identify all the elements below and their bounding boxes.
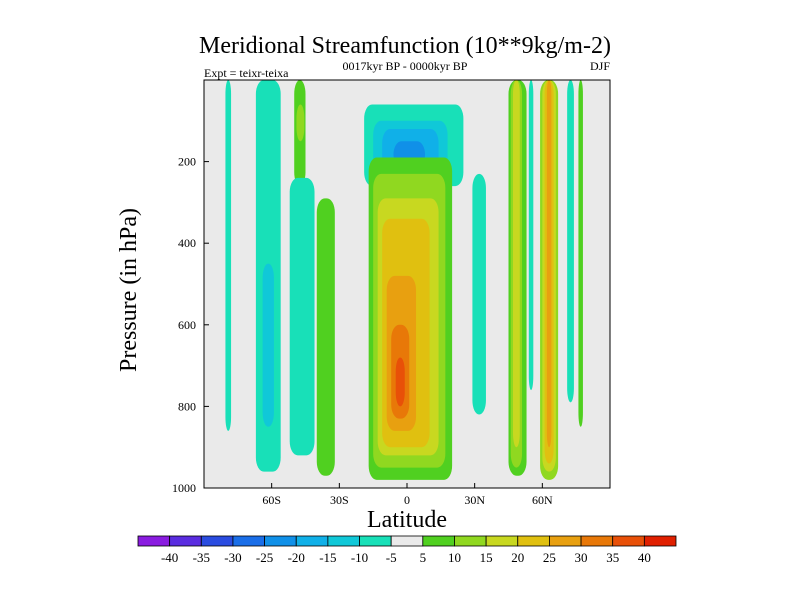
y-tick-label: 800	[178, 399, 196, 413]
y-axis-ticks: 200 400 600 800 1000	[172, 155, 209, 495]
colorbar-swatch-10	[454, 535, 487, 547]
colorbar-label: -35	[193, 550, 210, 565]
colorbar-label: 25	[543, 550, 556, 565]
colorbar-swatch-3	[232, 535, 265, 547]
contour-region-0	[225, 80, 232, 431]
x-tick-label: 30N	[464, 493, 485, 507]
colorbar-label: -5	[386, 550, 397, 565]
colorbar-label: 20	[511, 550, 524, 565]
colorbar-swatch-4	[264, 535, 297, 547]
contour-region-2	[262, 263, 274, 427]
y-axis-label: Pressure (in hPa)	[116, 208, 142, 372]
colorbar-label: 35	[606, 550, 619, 565]
season-label: DJF	[590, 59, 610, 73]
colorbar-swatch-5	[295, 535, 329, 547]
y-tick-label: 200	[178, 155, 196, 169]
colorbar-swatch-13	[549, 535, 582, 547]
colorbar-swatch-11	[485, 535, 519, 547]
colorbar: -40 -35 -30 -25 -20 -15 -10 -5 5 10 15 20 25 30 35 40	[137, 535, 677, 565]
colorbar-label: 10	[448, 550, 461, 565]
y-tick-label: 600	[178, 318, 196, 332]
contour-region-28	[567, 80, 574, 403]
colorbar-swatch-0	[137, 535, 171, 547]
x-axis-label: Latitude	[367, 507, 447, 533]
colorbar-label: 5	[420, 550, 427, 565]
colorbar-label: 30	[575, 550, 588, 565]
x-axis-ticks: 60S 30S 0 30N 60N	[262, 483, 553, 507]
colorbar-swatch-9	[422, 535, 455, 547]
colorbar-swatch-1	[169, 535, 202, 547]
contour-region-5	[289, 177, 315, 456]
contour-region-4	[296, 104, 305, 142]
y-tick-label: 400	[178, 236, 196, 250]
colorbar-swatch-16	[643, 535, 677, 547]
x-tick-label: 0	[404, 493, 410, 507]
x-tick-label: 60S	[262, 493, 281, 507]
contour-region-19	[472, 173, 486, 415]
colorbar-swatch-7	[359, 535, 392, 547]
x-tick-label: 60N	[532, 493, 553, 507]
time-range-label: 0017kyr BP - 0000kyr BP	[343, 59, 468, 73]
contour-region-23	[528, 80, 534, 391]
y-tick-label: 1000	[172, 481, 196, 495]
colorbar-swatch-12	[517, 535, 550, 547]
colorbar-label: -10	[351, 550, 368, 565]
colorbar-label: 40	[638, 550, 651, 565]
colorbar-label: -30	[224, 550, 241, 565]
plot-area: 60S 30S 0 30N 60N 200 400 600 800 1000	[172, 79, 611, 507]
contour-region-6	[316, 198, 335, 476]
colorbar-label: 15	[480, 550, 493, 565]
chart-title: Meridional Streamfunction (10**9kg/m-2)	[199, 33, 611, 59]
colorbar-label: -15	[319, 550, 336, 565]
colorbar-label: -25	[256, 550, 273, 565]
colorbar-swatch-6	[327, 535, 360, 547]
contour-region-18	[395, 357, 405, 407]
colorbar-swatch-14	[580, 535, 614, 547]
colorbar-label: -20	[288, 550, 305, 565]
contour-region-29	[578, 80, 583, 427]
colorbar-label: -40	[161, 550, 178, 565]
x-tick-label: 30S	[330, 493, 349, 507]
colorbar-swatch-15	[612, 535, 645, 547]
contour-regions	[225, 80, 583, 480]
colorbar-swatch-2	[200, 535, 234, 547]
contour-region-27	[546, 80, 552, 448]
colorbar-swatch-8	[390, 535, 424, 547]
experiment-label: Expt = teixr-teixa	[204, 66, 289, 80]
contour-region-22	[513, 80, 520, 448]
